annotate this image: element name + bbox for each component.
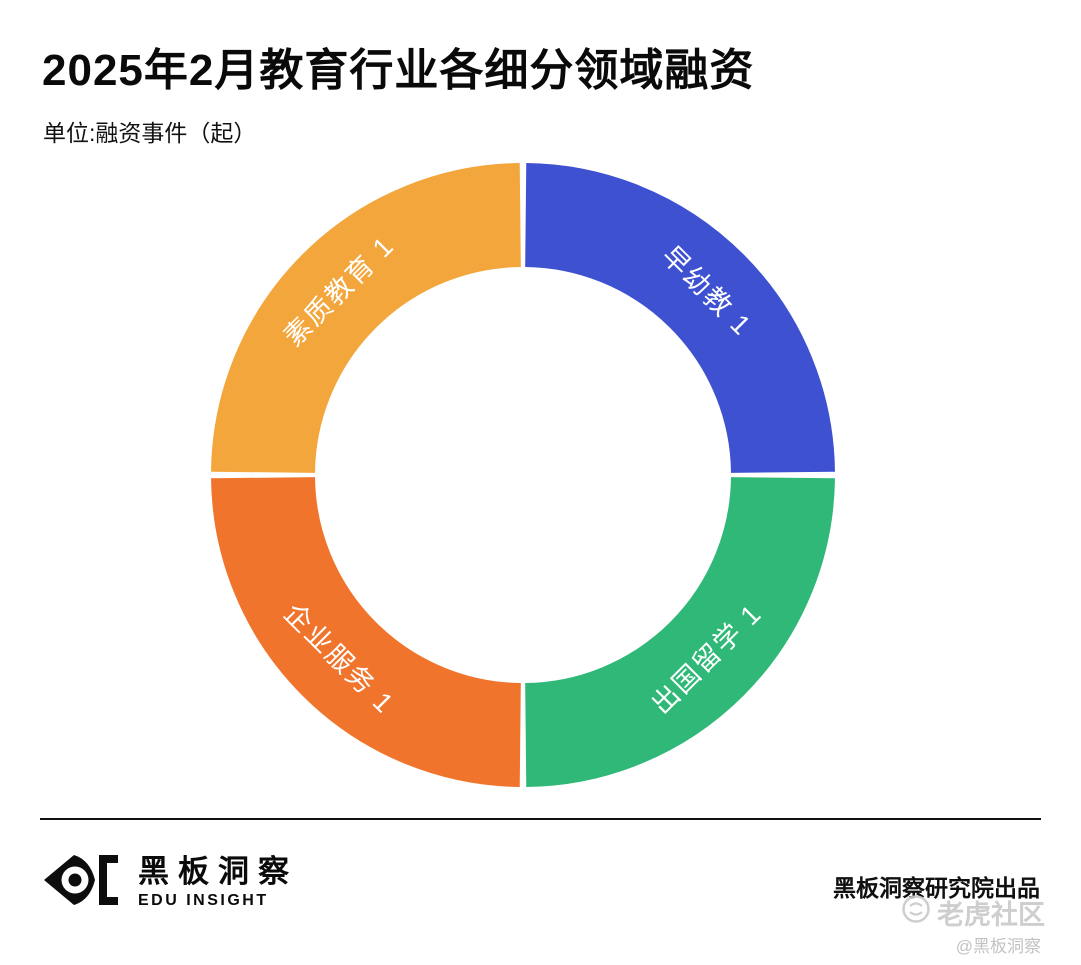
eye-logo-icon [42, 851, 122, 914]
brand-logo-block: 黑板洞察 EDU INSIGHT [42, 851, 298, 914]
unit-label: 单位:融资事件（起） [43, 120, 257, 146]
donut-segment-早幼教[interactable] [524, 163, 835, 474]
donut-segment-素质教育[interactable] [211, 163, 522, 474]
brand-text: 黑板洞察 EDU INSIGHT [138, 853, 298, 910]
donut-chart: 早幼教 1 出国留学 1 企业服务 1 素质教育 1 [211, 163, 835, 787]
page-title: 2025年2月教育行业各细分领域融资 [42, 46, 755, 95]
donut-segment-企业服务[interactable] [211, 476, 522, 787]
credit-text: 黑板洞察研究院出品 [833, 875, 1040, 901]
tiger-logo-icon [902, 895, 930, 930]
brand-name: 黑板洞察 [138, 853, 298, 889]
donut-segment-出国留学[interactable] [524, 476, 835, 787]
watermark-blackboard: @黑板洞察 [955, 937, 1041, 956]
footer-divider [40, 818, 1041, 820]
watermark-tiger: 老虎社区 [902, 893, 1045, 932]
watermark-tiger-label: 老虎社区 [937, 900, 1045, 930]
brand-subtitle: EDU INSIGHT [138, 892, 269, 910]
